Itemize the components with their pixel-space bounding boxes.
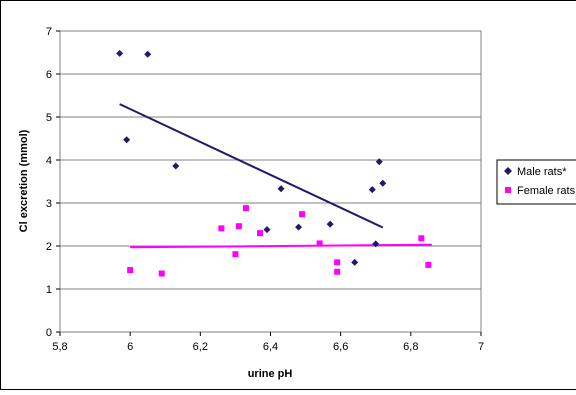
x-tick-label: 6 [127, 341, 133, 353]
data-point-female [334, 269, 340, 275]
x-tick-label: 6,2 [193, 341, 208, 353]
legend-female-label: Female rats [517, 185, 576, 197]
data-point-female [425, 262, 431, 268]
y-tick-label: 4 [46, 155, 52, 167]
x-tick-label: 7 [478, 341, 484, 353]
x-tick-label: 6,8 [403, 341, 418, 353]
legend-female-marker [505, 187, 511, 193]
data-point-female [317, 240, 323, 246]
y-tick-label: 3 [46, 198, 52, 210]
x-tick-label: 6,6 [333, 341, 348, 353]
plot-area [60, 31, 481, 332]
data-point-female [159, 271, 165, 277]
y-tick-label: 2 [46, 241, 52, 253]
x-axis-label: urine pH [248, 368, 293, 380]
data-point-female [232, 251, 238, 257]
x-tick-label: 6,4 [263, 341, 278, 353]
data-point-female [127, 267, 133, 273]
y-axis-label: Cl excretion (mmol) [18, 129, 30, 232]
data-point-female [299, 211, 305, 217]
data-point-female [236, 223, 242, 229]
y-tick-label: 0 [46, 327, 52, 339]
x-tick-label: 5,8 [52, 341, 67, 353]
legend: Male rats* Female rats [497, 160, 576, 204]
data-point-female [334, 259, 340, 265]
data-point-female [418, 235, 424, 241]
y-tick-label: 6 [46, 69, 52, 81]
y-tick-label: 5 [46, 112, 52, 124]
data-point-female [243, 205, 249, 211]
y-tick-label: 1 [46, 284, 52, 296]
legend-male-label: Male rats* [517, 166, 567, 178]
data-point-female [218, 225, 224, 231]
y-tick-label: 7 [46, 26, 52, 38]
data-point-female [257, 230, 263, 236]
